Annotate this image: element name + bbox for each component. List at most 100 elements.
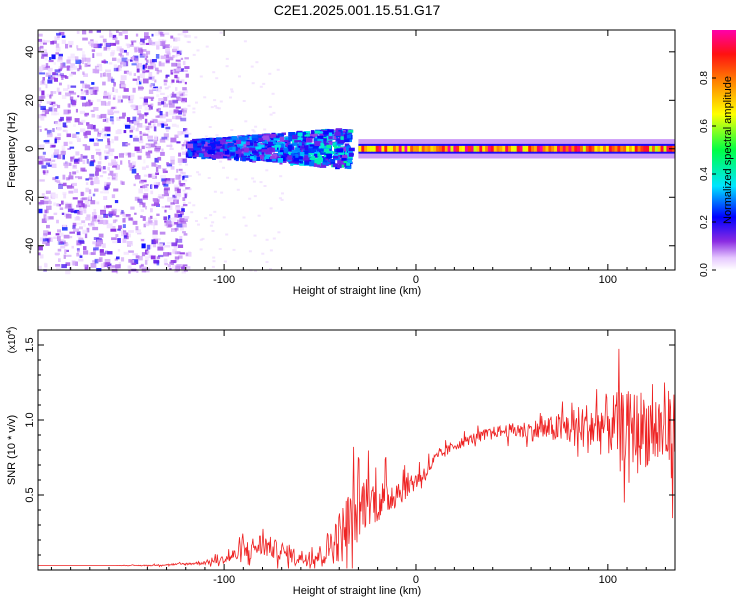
heatmap-cell xyxy=(63,201,68,204)
heatmap-cell xyxy=(288,132,296,137)
heatmap-cell xyxy=(539,145,544,152)
heatmap-cell xyxy=(122,30,128,34)
heatmap-cell xyxy=(50,101,56,104)
colorbar-tick-label: 0.2 xyxy=(699,215,710,229)
heatmap-cell xyxy=(281,132,286,135)
heatmap-cell xyxy=(140,38,145,44)
heatmap-cell xyxy=(145,151,151,156)
heatmap-cell xyxy=(211,265,215,268)
heatmap-cell xyxy=(196,148,201,153)
heatmap-cell xyxy=(188,132,192,135)
heatmap-cell xyxy=(153,238,159,244)
heatmap-cell xyxy=(81,60,84,64)
heatmap-cell xyxy=(142,133,149,136)
heatmap-cell xyxy=(258,137,265,142)
heatmap-cell xyxy=(105,61,108,64)
heatmap-cell xyxy=(317,152,321,157)
heatmap-cell xyxy=(169,221,175,226)
heatmap-cell xyxy=(57,58,63,63)
heatmap-cell xyxy=(153,198,157,202)
heatmap-cell xyxy=(104,133,111,137)
heatmap-cell xyxy=(105,215,108,218)
heatmap-cell xyxy=(155,167,159,172)
heatmap-cell xyxy=(76,170,79,174)
heatmap-cell xyxy=(218,248,222,250)
heatmap-cell xyxy=(38,33,43,37)
heatmap-cell xyxy=(97,215,102,219)
heatmap-y-label: Frequency (Hz) xyxy=(6,112,18,188)
heatmap-cell xyxy=(137,231,142,235)
heatmap-cell xyxy=(112,57,117,61)
heatmap-cell xyxy=(427,145,431,152)
heatmap-cell xyxy=(231,136,238,140)
heatmap-cell xyxy=(41,56,45,59)
heatmap-cell xyxy=(85,216,91,221)
heatmap-cell xyxy=(213,190,217,193)
heatmap-cell xyxy=(358,145,362,152)
heatmap-cell xyxy=(155,54,160,59)
heatmap-cell xyxy=(274,141,280,146)
heatmap-cell xyxy=(265,159,272,162)
heatmap-cell xyxy=(401,145,406,152)
heatmap-cell xyxy=(244,224,248,227)
heatmap-cell xyxy=(286,147,292,151)
heatmap-cell xyxy=(175,174,181,180)
heatmap-cell xyxy=(62,174,66,180)
heatmap-cell xyxy=(548,145,552,152)
heatmap-cell xyxy=(85,187,90,193)
heatmap-cell xyxy=(230,129,234,131)
heatmap-cell xyxy=(211,230,215,232)
heatmap-cell xyxy=(147,65,154,70)
heatmap-cell xyxy=(430,145,434,152)
heatmap-cell xyxy=(129,129,134,133)
heatmap-cell xyxy=(63,254,66,259)
heatmap-cell xyxy=(131,262,137,265)
heatmap-cell xyxy=(39,72,45,75)
heatmap-cell xyxy=(46,93,52,97)
heatmap-cell xyxy=(59,232,64,237)
heatmap-cell xyxy=(94,69,100,74)
heatmap-cell xyxy=(184,266,191,269)
heatmap-cell xyxy=(122,224,126,228)
heatmap-cell xyxy=(253,142,258,147)
heatmap-cell xyxy=(121,57,128,62)
heatmap-cell xyxy=(78,253,82,256)
heatmap-cell xyxy=(176,76,180,82)
heatmap-cell xyxy=(49,203,52,207)
heatmap-cell xyxy=(219,100,223,103)
heatmap-cell xyxy=(166,180,173,185)
heatmap-cell xyxy=(178,163,182,166)
heatmap-cell xyxy=(115,88,118,93)
heatmap-cell xyxy=(214,141,221,145)
heatmap-cell xyxy=(51,163,57,168)
heatmap-cell xyxy=(148,217,152,220)
heatmap-cell xyxy=(262,133,269,137)
heatmap-cell xyxy=(128,160,131,164)
heatmap-x-tick-label: 100 xyxy=(599,274,617,286)
heatmap-cell xyxy=(85,178,90,181)
heatmap-cell xyxy=(57,248,62,252)
heatmap-cell xyxy=(98,220,105,225)
heatmap-cell xyxy=(133,137,139,142)
heatmap-cell xyxy=(148,125,153,129)
heatmap-cell xyxy=(192,53,196,56)
heatmap-cell xyxy=(233,157,240,160)
heatmap-cell xyxy=(42,158,49,161)
heatmap-cell xyxy=(666,145,670,152)
heatmap-cell xyxy=(122,218,126,223)
heatmap-cell xyxy=(176,209,181,214)
heatmap-cell xyxy=(92,68,95,74)
heatmap-cell xyxy=(70,53,75,58)
heatmap-cell xyxy=(99,252,106,256)
heatmap-cell xyxy=(306,152,314,155)
heatmap-cell xyxy=(105,102,111,106)
heatmap-cell xyxy=(88,195,92,200)
heatmap-cell xyxy=(114,37,118,40)
heatmap-cell xyxy=(163,252,169,257)
heatmap-cell xyxy=(194,36,198,39)
heatmap-cell xyxy=(113,83,116,87)
heatmap-cell xyxy=(76,242,82,246)
heatmap-cell xyxy=(195,145,201,150)
heatmap-cell xyxy=(154,31,161,36)
heatmap-cell xyxy=(205,138,210,140)
